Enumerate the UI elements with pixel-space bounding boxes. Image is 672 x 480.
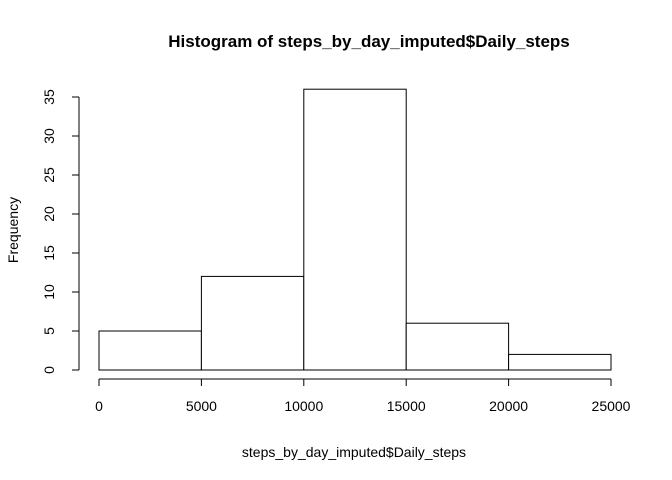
x-tick-label: 5000 <box>186 398 217 414</box>
y-tick-label: 15 <box>41 245 57 261</box>
histogram-bar-1 <box>200 275 305 371</box>
x-axis-label: steps_by_day_imputed$Daily_steps <box>242 444 466 460</box>
y-axis: 0 5 10 15 20 25 30 35 <box>41 89 80 374</box>
y-tick-label: 25 <box>41 167 57 183</box>
x-tick-label: 10000 <box>284 398 323 414</box>
y-tick-label: 0 <box>41 366 57 374</box>
x-tick-label: 20000 <box>489 398 528 414</box>
histogram-bar-4 <box>508 353 612 371</box>
x-axis: 0 5000 10000 15000 20000 25000 <box>95 378 631 414</box>
x-tick-label: 15000 <box>387 398 426 414</box>
histogram-bar-0 <box>98 330 202 371</box>
y-tick-label: 35 <box>41 89 57 105</box>
histogram-bar-2 <box>303 88 407 371</box>
y-tick-label: 5 <box>41 327 57 335</box>
chart-title: Histogram of steps_by_day_imputed$Daily_… <box>168 32 570 51</box>
y-tick-label: 20 <box>41 206 57 222</box>
y-tick-label: 10 <box>41 284 57 300</box>
x-tick-label: 0 <box>95 398 103 414</box>
x-tick-label: 25000 <box>592 398 631 414</box>
y-tick-label: 30 <box>41 128 57 144</box>
histogram-bar-3 <box>405 322 510 371</box>
bars <box>98 88 612 371</box>
y-axis-label: Frequency <box>5 197 21 263</box>
